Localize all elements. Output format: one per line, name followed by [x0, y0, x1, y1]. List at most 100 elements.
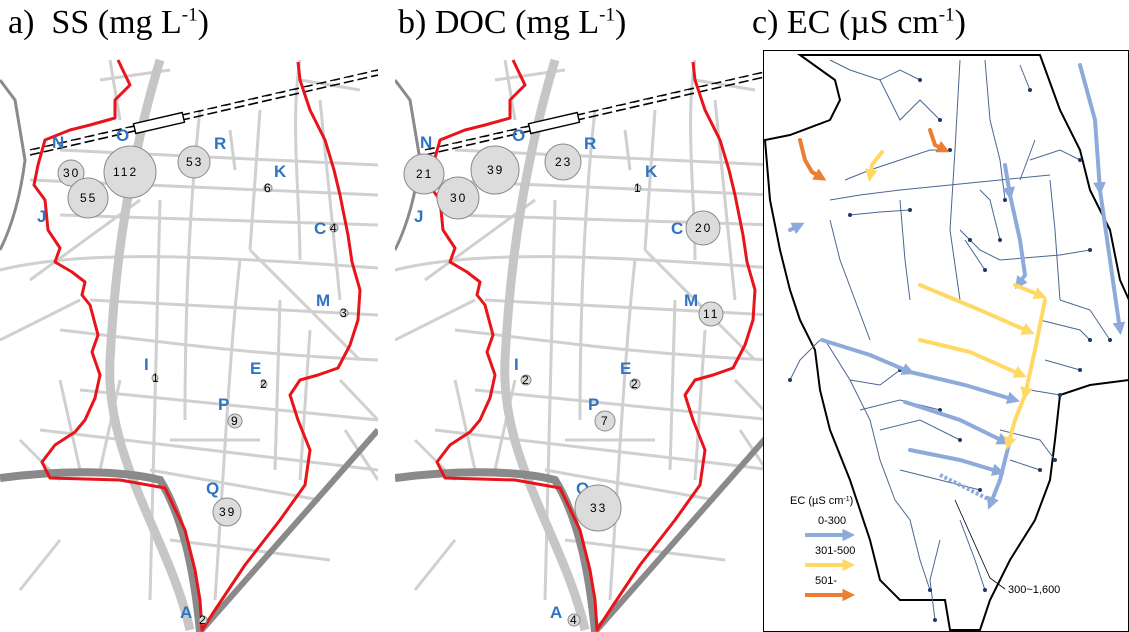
ss-value-R: 53 [186, 155, 203, 169]
panel-a-unit-close: ) [197, 4, 209, 41]
doc-value-C: 20 [695, 221, 712, 235]
panel-a-unit-exp: -1 [181, 4, 198, 26]
ec-legend-high-label: 501- [815, 575, 837, 587]
doc-bubble-J [436, 176, 480, 220]
panel-b-title: b) DOC (mg L-1) [398, 4, 626, 42]
site-label-R-b: R [584, 134, 596, 153]
doc-bubble-Q [574, 484, 622, 532]
ec-nodes [788, 78, 1112, 622]
ss-value-J: 55 [80, 191, 97, 205]
ss-bubble-Q [212, 497, 242, 527]
doc-value-J: 30 [450, 191, 467, 205]
site-label-N: N [52, 133, 64, 152]
site-label-N-b: N [420, 133, 432, 152]
doc-value-Q: 33 [590, 501, 607, 515]
doc-bubble-I [520, 374, 532, 386]
ss-bubble-E [260, 380, 268, 388]
doc-bubble-O [470, 145, 520, 195]
ec-flow-high [798, 128, 950, 181]
panel-c-name: EC [786, 4, 831, 41]
ss-value-N: 30 [63, 166, 80, 180]
panel-a-unit: (mg L [97, 4, 182, 41]
site-label-R: R [214, 134, 226, 153]
ss-value-M: 3 [340, 306, 349, 320]
ss-bubble-A [198, 615, 208, 625]
panel-b-name: DOC [434, 4, 507, 41]
doc-value-O: 39 [487, 163, 504, 177]
ss-value-O: 112 [113, 165, 138, 179]
ss-value-E: 2 [260, 377, 269, 391]
doc-value-I: 2 [522, 373, 531, 387]
ss-bubble-N [57, 159, 85, 187]
ec-legend-title: EC (µS cm-1) [790, 495, 853, 507]
site-label-K: K [274, 162, 287, 181]
panel-a-prefix: a) [8, 4, 35, 41]
doc-value-K: 1 [634, 181, 643, 195]
ss-bubble-O [103, 145, 157, 199]
site-label-Q: Q [206, 479, 219, 498]
panel-b-unit-close: ) [615, 4, 627, 41]
ss-value-C: 4 [330, 221, 339, 235]
site-label-I: I [144, 355, 149, 374]
doc-bubble-P [594, 410, 616, 432]
doc-bubble-A [567, 613, 581, 627]
doc-value-M: 11 [703, 307, 719, 321]
site-label-M-b: M [684, 291, 698, 310]
ss-value-A: 2 [199, 613, 208, 627]
site-label-I-b: I [514, 355, 519, 374]
site-label-P: P [218, 395, 229, 414]
panel-c-unit: (µS cm [838, 4, 939, 41]
panel-c-unit-exp: -1 [938, 4, 955, 26]
doc-bubble-C [685, 210, 721, 246]
doc-bubble-E [629, 378, 641, 390]
ss-bubble-R [177, 145, 211, 179]
site-label-A: A [180, 603, 192, 622]
ss-value-P: 9 [231, 414, 240, 428]
panel-c-title: c) EC (µS cm-1) [752, 4, 966, 42]
doc-bubble-M [698, 301, 724, 327]
site-label-E-b: E [620, 359, 631, 378]
ss-bubble-J [67, 177, 109, 219]
panel-a-title: a) SS (mg L-1) [8, 4, 209, 42]
doc-value-E: 2 [631, 377, 640, 391]
site-label-E: E [250, 359, 261, 378]
panel-b-unit: (mg L [515, 4, 600, 41]
ss-bubble-M [339, 308, 349, 318]
doc-value-A: 4 [570, 613, 579, 627]
panel-b-overlay: N O R K J C M I E P Q A 21 39 30 23 1 20… [403, 126, 724, 627]
ec-catchment-outline [763, 54, 1129, 631]
site-label-M: M [316, 291, 330, 310]
site-label-C-b: C [671, 219, 683, 238]
ec-legend: EC (µS cm-1) 0-300 301-500 501- [790, 495, 855, 602]
site-label-J: J [37, 207, 46, 226]
ss-bubble-K [263, 183, 273, 193]
ss-bubble-C [329, 223, 339, 233]
site-label-C: C [314, 219, 326, 238]
ec-callout-label: 300~1,600 [1008, 584, 1060, 596]
ss-value-Q: 39 [219, 505, 236, 519]
site-label-O: O [116, 126, 129, 145]
ec-flow-low [788, 63, 1126, 510]
doc-bubble-N [403, 153, 445, 195]
ec-flow-dashed [939, 473, 991, 502]
doc-bubble-R [544, 143, 582, 181]
ec-callout-line [954, 499, 1006, 590]
doc-value-R: 23 [555, 155, 572, 169]
site-label-A-b: A [550, 603, 562, 622]
site-label-P-b: P [588, 395, 599, 414]
doc-bubble-K [634, 184, 642, 192]
panel-c-prefix: c) [752, 4, 779, 41]
doc-value-P: 7 [601, 414, 610, 428]
panel-c-map: EC (µS cm-1) 0-300 301-500 501- 300~1,60… [763, 50, 1129, 632]
site-label-O-b: O [512, 126, 525, 145]
ss-value-K: 6 [264, 181, 273, 195]
ec-flow-mid [864, 150, 1047, 450]
panel-a-overlay: N O R K J C M I E P Q A 30 112 55 53 6 4… [37, 126, 349, 627]
ss-value-I: 1 [152, 371, 161, 385]
ec-network [789, 59, 1111, 621]
ss-bubble-I [151, 374, 159, 382]
ec-legend-low-label: 0-300 [818, 515, 846, 527]
site-label-J-b: J [414, 207, 423, 226]
ec-legend-mid-label: 301-500 [815, 545, 855, 557]
